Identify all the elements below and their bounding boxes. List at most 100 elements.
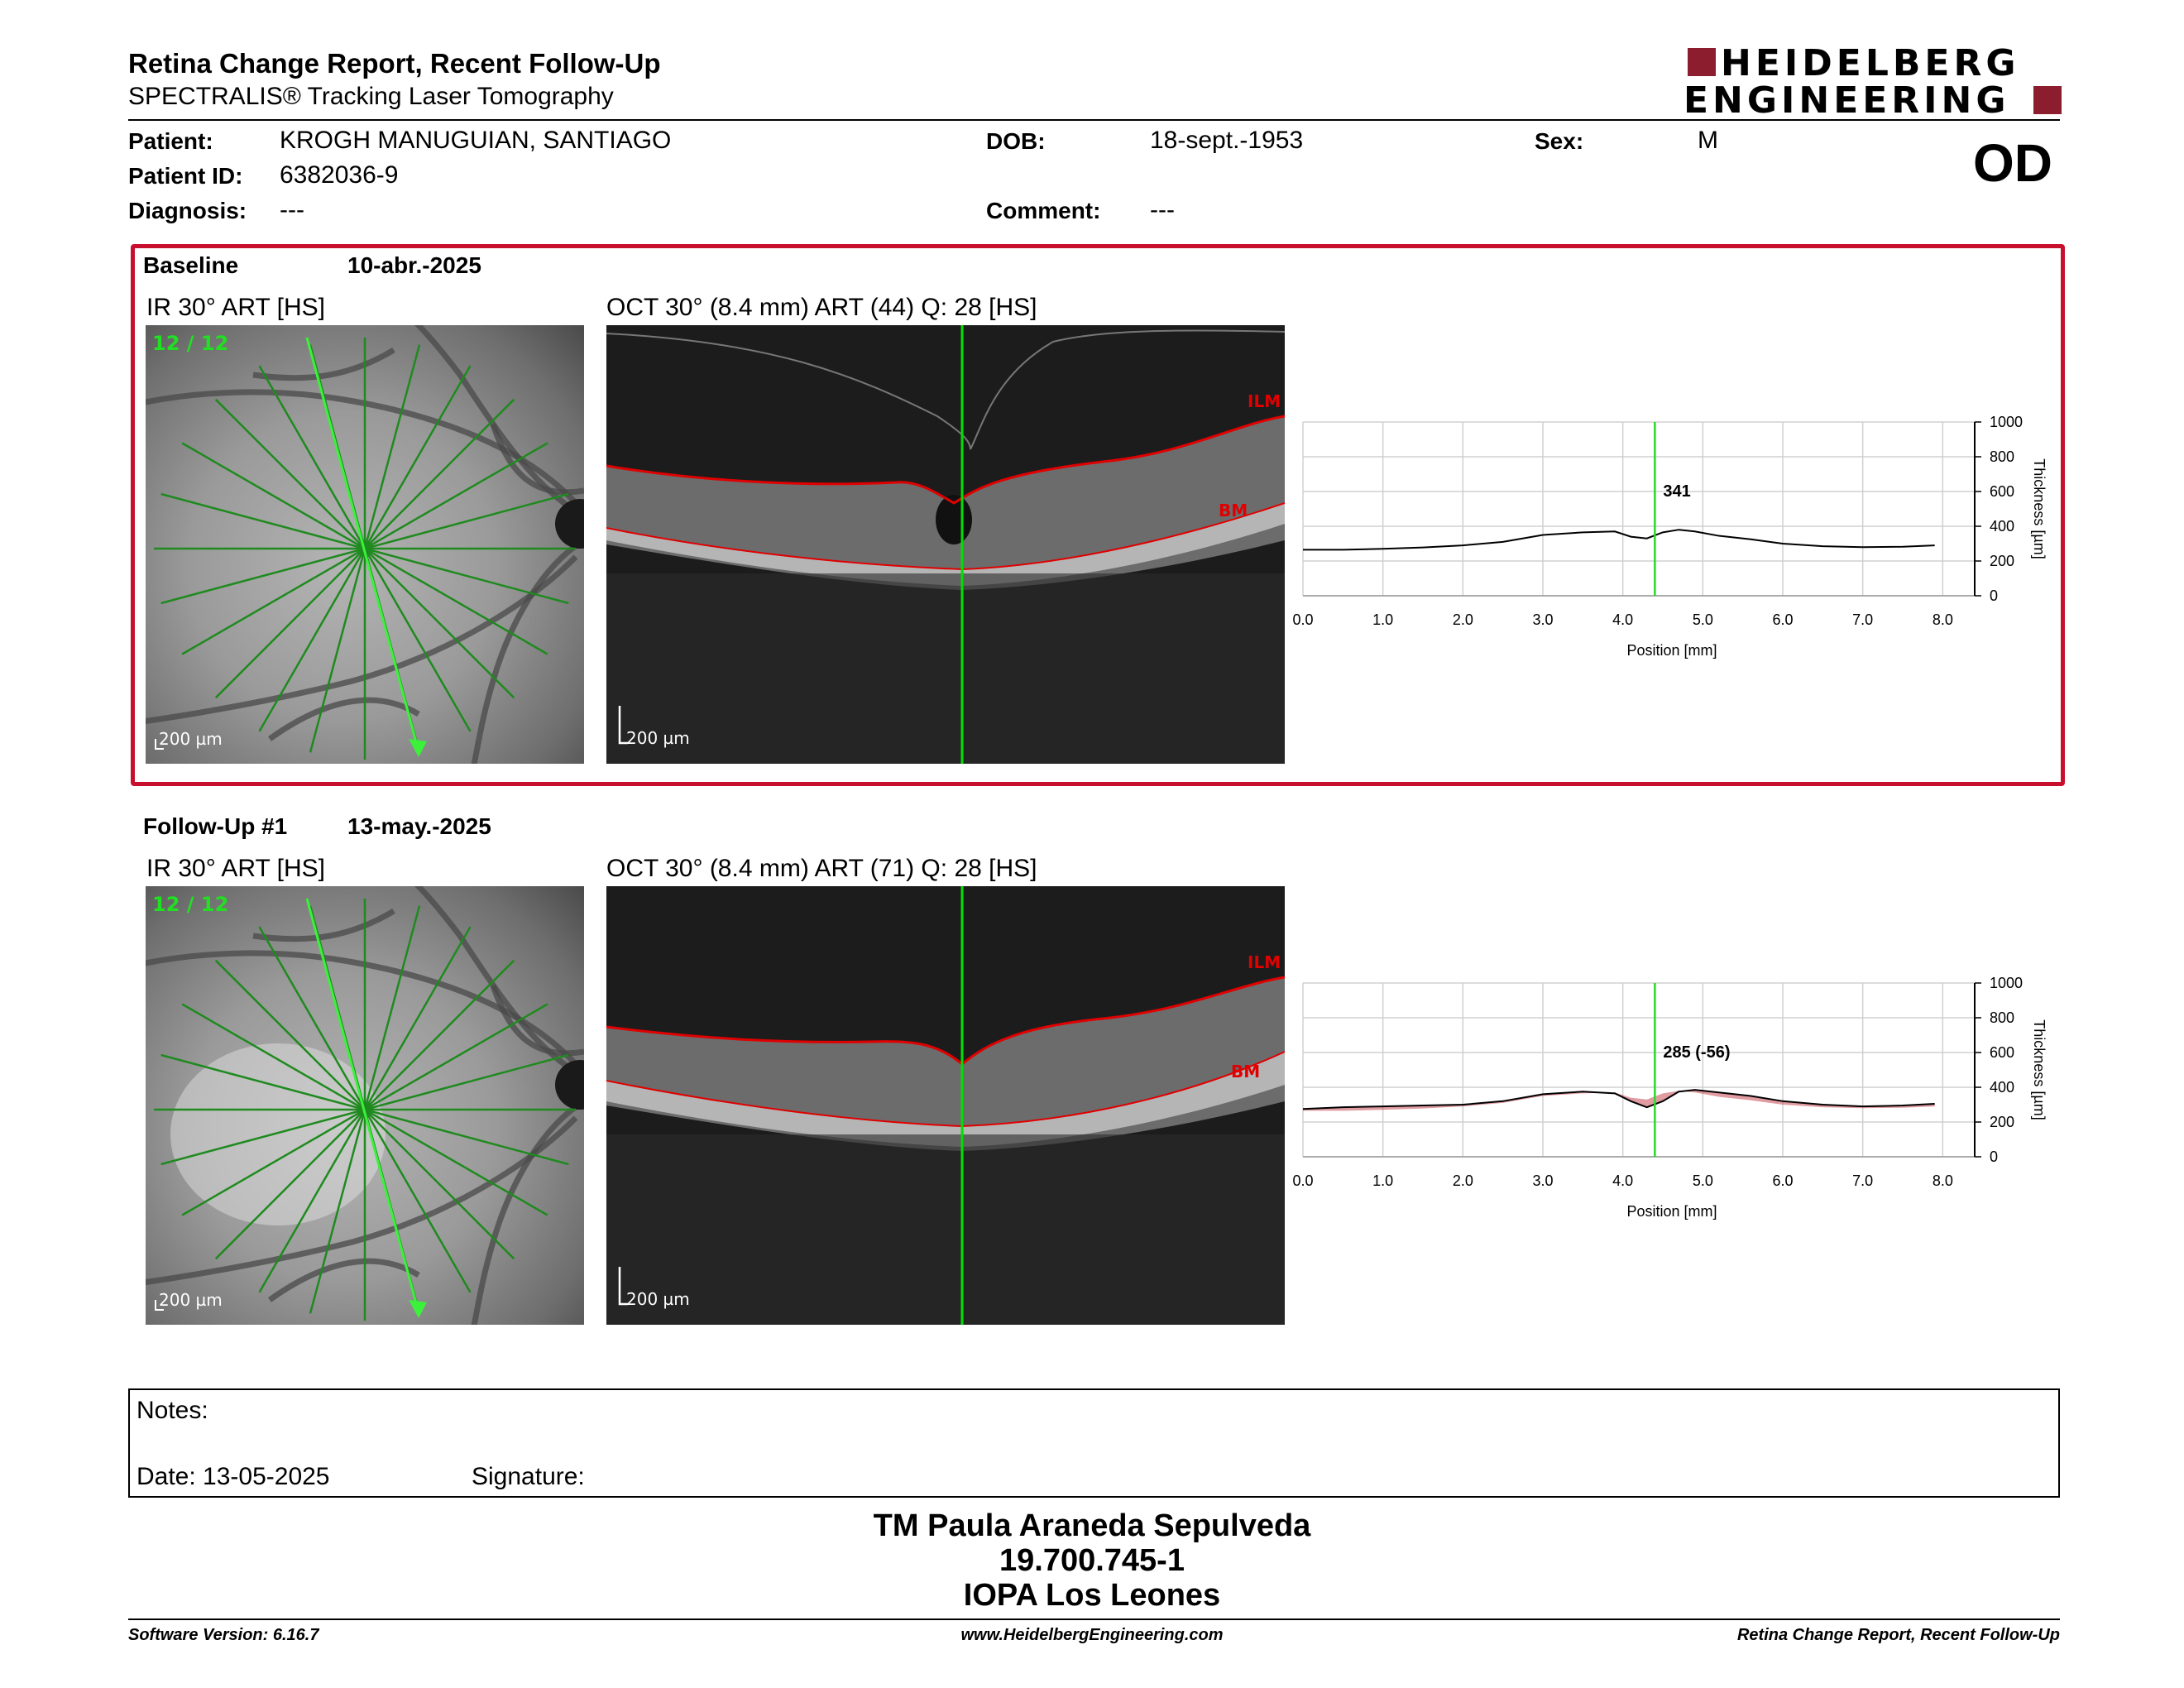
ilm-line [606, 415, 1285, 505]
dob-value: 18-sept.-1953 [1150, 127, 1304, 154]
y-tick-label: 400 [1990, 518, 2014, 535]
y-tick-label: 800 [1990, 1009, 2014, 1026]
followup-date: 13-may.-2025 [347, 813, 491, 839]
report-subtitle: SPECTRALIS® Tracking Laser Tomography [128, 83, 614, 110]
y-tick-label: 600 [1990, 483, 2014, 500]
thickness-line [1303, 529, 1935, 551]
notes-date: Date: 13-05-2025 [136, 1463, 330, 1490]
oct-bscan [606, 886, 1285, 1325]
x-tick-label: 1.0 [1372, 611, 1393, 628]
x-tick-label: 4.0 [1612, 611, 1633, 628]
ir-scale-label: 200 µm [159, 1290, 223, 1310]
comment-value: --- [1150, 196, 1175, 223]
baseline-thickness-chart: 0.0 1.0 2.0 3.0 4.0 5.0 6.0 7.0 8.0 0 200 400 600 800… [1292, 414, 2048, 659]
eye-indicator: OD [1973, 133, 2052, 193]
thickness-line [1302, 1089, 1935, 1110]
baseline-oct-title: OCT 30° (8.4 mm) ART (44) Q: 28 [HS] [606, 294, 1037, 321]
baseline-ir-title: IR 30° ART [HS] [146, 294, 325, 321]
baseline-ir-image: 12 / 12 200 µm [146, 325, 584, 764]
signoff-name: TM Paula Araneda Sepulveda [873, 1508, 1311, 1543]
x-axis-label: Position [mm] [1626, 1203, 1717, 1220]
notes-box[interactable]: Notes: Date: 13-05-2025 Signature: [128, 1388, 2060, 1498]
x-tick-label: 5.0 [1693, 1172, 1713, 1189]
patient-id-label: Patient ID: [128, 163, 243, 189]
x-tick-label: 3.0 [1532, 1172, 1553, 1189]
thickness-difference-area [1303, 1090, 1935, 1111]
x-tick-label: 5.0 [1693, 611, 1713, 628]
scan-count: 12 / 12 [152, 332, 229, 355]
ir-scale-label: 200 µm [159, 729, 223, 749]
y-tick-label: 0 [1990, 587, 1998, 604]
sex-value: M [1698, 127, 1718, 154]
x-tick-label: 7.0 [1852, 1172, 1873, 1189]
baseline-oct-image: ILM BM 200 µm [606, 325, 1285, 764]
patient-id: 6382036-9 [280, 161, 399, 189]
y-tick-label: 1000 [1990, 975, 2023, 991]
marker-value-label: 341 [1663, 482, 1690, 501]
bm-label: BM [1231, 1062, 1261, 1081]
retinal-layers [606, 977, 1285, 1325]
followup-oct-image: ILM BM 200 µm [606, 886, 1285, 1325]
baseline-label: Baseline [143, 252, 239, 278]
sex-label: Sex: [1535, 128, 1584, 154]
signature-label: Signature: [472, 1463, 585, 1490]
comment-label: Comment: [986, 198, 1101, 223]
y-axis-label: Thickness [µm] [2031, 1019, 2048, 1120]
scan-count: 12 / 12 [152, 893, 229, 916]
y-tick-label: 1000 [1990, 414, 2023, 430]
bm-label: BM [1219, 501, 1248, 520]
scale-bar-icon [155, 1300, 164, 1311]
signoff-clinic: IOPA Los Leones [963, 1578, 1221, 1613]
x-tick-label: 4.0 [1612, 1172, 1633, 1189]
footer-version: Software Version: 6.16.7 [128, 1626, 319, 1644]
followup-ir-image: 12 / 12 200 µm [146, 886, 584, 1325]
y-tick-label: 0 [1990, 1149, 1998, 1165]
footer-website[interactable]: www.HeidelbergEngineering.com [960, 1626, 1224, 1644]
x-tick-label: 8.0 [1933, 611, 1953, 628]
retinal-vessels [146, 886, 584, 1325]
scale-bar-icon [618, 1267, 628, 1306]
x-tick-label: 2.0 [1453, 611, 1473, 628]
notes-label: Notes: [136, 1397, 208, 1424]
x-tick-label: 6.0 [1772, 611, 1793, 628]
y-tick-label: 800 [1990, 448, 2014, 465]
x-tick-label: 0.0 [1292, 611, 1313, 628]
followup-oct-title: OCT 30° (8.4 mm) ART (71) Q: 28 [HS] [606, 855, 1037, 882]
followup-ir-title: IR 30° ART [HS] [146, 855, 325, 882]
baseline-frame [131, 244, 2065, 786]
diagnosis-label: Diagnosis: [128, 198, 247, 223]
optic-disc [555, 499, 584, 549]
y-tick-label: 200 [1990, 553, 2014, 569]
active-scan-line [305, 898, 420, 1313]
patient-name: KROGH MANUGUIAN, SANTIAGO [280, 127, 672, 154]
ilm-label: ILM [1248, 952, 1281, 972]
scan-arrow-icon [409, 739, 427, 757]
marker-value-label: 285 (-56) [1663, 1043, 1730, 1062]
x-tick-label: 6.0 [1772, 1172, 1793, 1189]
dob-label: DOB: [986, 128, 1046, 154]
scale-bar-icon [618, 706, 628, 745]
x-tick-label: 7.0 [1852, 611, 1873, 628]
x-tick-label: 2.0 [1453, 1172, 1473, 1189]
x-tick-label: 8.0 [1933, 1172, 1953, 1189]
report-title: Retina Change Report, Recent Follow-Up [128, 48, 661, 79]
y-tick-label: 400 [1990, 1079, 2014, 1096]
followup-label: Follow-Up #1 [143, 813, 288, 839]
y-axis-label: Thickness [µm] [2031, 458, 2048, 559]
vitreous-membrane [606, 329, 1285, 450]
scale-bar-icon [155, 739, 164, 750]
followup-thickness-chart: 0.0 1.0 2.0 3.0 4.0 5.0 6.0 7.0 8.0 0 200 400 600 800… [1292, 975, 2048, 1220]
baseline-date: 10-abr.-2025 [347, 252, 481, 278]
x-tick-label: 3.0 [1532, 611, 1553, 628]
optic-disc [555, 1060, 584, 1110]
scan-arrow-icon [409, 1300, 427, 1318]
footer-report-name: Retina Change Report, Recent Follow-Up [1736, 1626, 2060, 1644]
retinal-vessels [146, 325, 584, 764]
active-scan-line [305, 337, 420, 752]
diagnosis-value: --- [280, 196, 304, 223]
x-axis-label: Position [mm] [1626, 642, 1717, 659]
oct-scale-label: 200 µm [626, 1289, 690, 1309]
ilm-label: ILM [1248, 391, 1281, 411]
y-tick-label: 600 [1990, 1044, 2014, 1061]
x-tick-label: 1.0 [1372, 1172, 1393, 1189]
